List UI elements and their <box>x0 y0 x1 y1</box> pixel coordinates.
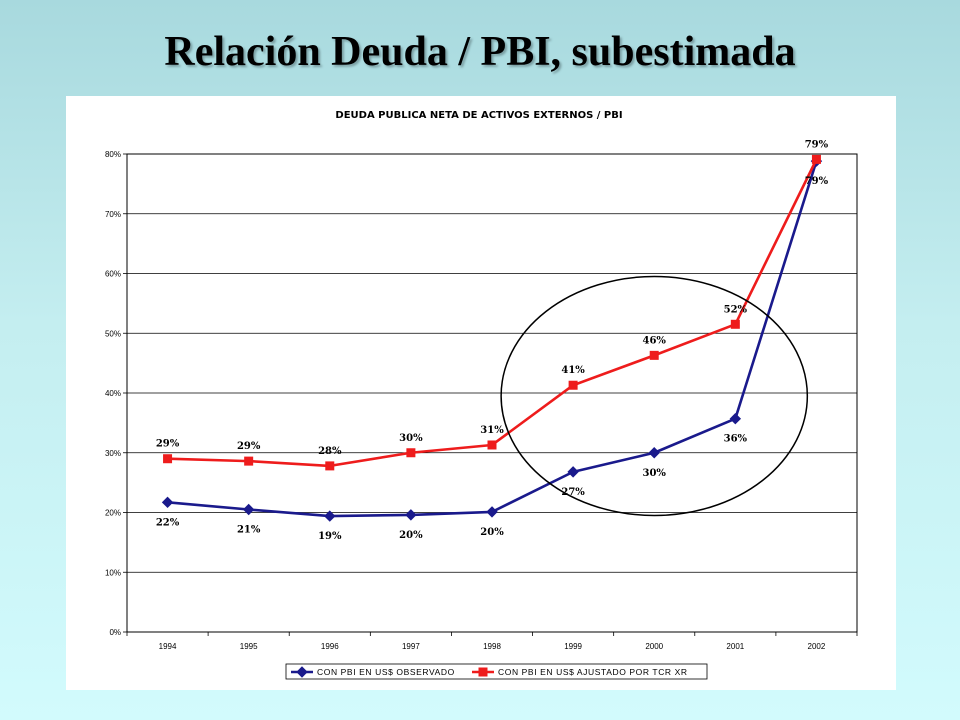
series-layer <box>161 154 823 522</box>
data-point-observado <box>486 506 498 518</box>
x-tick-label: 1997 <box>402 642 420 651</box>
y-tick-label: 40% <box>105 389 121 398</box>
legend-box <box>285 663 708 680</box>
legend-marker-ajustado <box>478 667 488 677</box>
data-label-observado: 79% <box>805 176 829 187</box>
data-point-ajustado <box>325 461 335 471</box>
data-label-ajustado: 29% <box>237 441 261 452</box>
data-label-observado: 30% <box>643 468 667 479</box>
data-label-ajustado: 28% <box>318 446 342 457</box>
data-label-observado: 21% <box>237 525 261 536</box>
slide-title: Relación Deuda / PBI, subestimada <box>164 29 796 75</box>
x-tick-label: 1998 <box>483 642 501 651</box>
data-label-observado: 22% <box>156 517 180 528</box>
legend: CON PBI EN US$ OBSERVADO CON PBI EN US$ A… <box>285 663 708 680</box>
x-tick-label: 1996 <box>321 642 339 651</box>
legend-label-observado: CON PBI EN US$ OBSERVADO <box>317 667 455 677</box>
y-tick-label: 10% <box>105 568 121 577</box>
data-label-observado: 20% <box>480 527 504 538</box>
data-label-ajustado: 46% <box>643 335 667 346</box>
data-label-observado: 36% <box>724 434 748 445</box>
data-label-observado: 20% <box>399 530 423 541</box>
legend-marker-observado <box>296 666 308 678</box>
legend-label-ajustado: CON PBI EN US$ AJUSTADO POR TCR XR <box>498 667 688 677</box>
data-point-ajustado <box>568 380 578 390</box>
y-tick-label: 60% <box>105 270 121 279</box>
data-point-observado <box>324 510 336 522</box>
y-tick-label: 50% <box>105 329 121 338</box>
data-point-observado <box>567 466 579 478</box>
x-tick-label: 1995 <box>240 642 258 651</box>
data-label-ajustado: 41% <box>561 365 585 376</box>
x-tick-label: 1994 <box>159 642 177 651</box>
data-labels: 22% 21% 19% 20% 20% 27% 30% 36% 79% 29% 29% 28% 30% 3… <box>156 139 829 542</box>
data-point-ajustado <box>163 454 173 464</box>
data-point-observado <box>161 496 174 509</box>
data-point-ajustado <box>730 319 740 329</box>
y-axis-ticks: 0% 10% 20% 30% 40% 50% 60% 70% 80% <box>105 150 127 637</box>
grid-lines <box>127 213 857 573</box>
x-tick-label: 1999 <box>564 642 582 651</box>
data-label-ajustado: 30% <box>399 433 423 444</box>
data-point-observado <box>405 509 417 521</box>
y-tick-label: 0% <box>109 628 121 637</box>
chart-title: DEUDA PUBLICA NETA DE ACTIVOS EXTERNOS /… <box>335 110 622 121</box>
data-point-ajustado <box>649 350 659 360</box>
x-tick-label: 2001 <box>726 642 744 651</box>
x-tick-label: 2000 <box>645 642 663 651</box>
x-tick-label: 2002 <box>808 642 826 651</box>
data-point-observado <box>648 447 660 459</box>
x-axis-ticks: 1994 1995 1996 1997 1998 1999 2000 2001 2002 <box>126 632 858 651</box>
data-point-observado <box>242 503 255 516</box>
data-label-observado: 27% <box>561 487 585 498</box>
highlight-ellipse <box>500 275 809 517</box>
data-label-ajustado: 29% <box>156 439 180 450</box>
series-ajustado <box>163 154 821 471</box>
y-tick-label: 30% <box>105 449 121 458</box>
data-label-ajustado: 52% <box>724 304 748 315</box>
data-label-ajustado: 79% <box>805 139 829 150</box>
data-point-observado <box>729 412 742 425</box>
annotation-layer <box>500 275 809 517</box>
data-label-observado: 19% <box>318 531 342 542</box>
data-label-ajustado: 31% <box>480 425 504 436</box>
data-point-ajustado <box>487 440 497 450</box>
y-tick-label: 70% <box>105 210 121 219</box>
y-tick-label: 80% <box>105 150 121 159</box>
data-point-ajustado <box>244 456 254 466</box>
data-point-ajustado <box>811 154 821 164</box>
y-tick-label: 20% <box>105 509 121 518</box>
data-point-ajustado <box>406 448 416 458</box>
